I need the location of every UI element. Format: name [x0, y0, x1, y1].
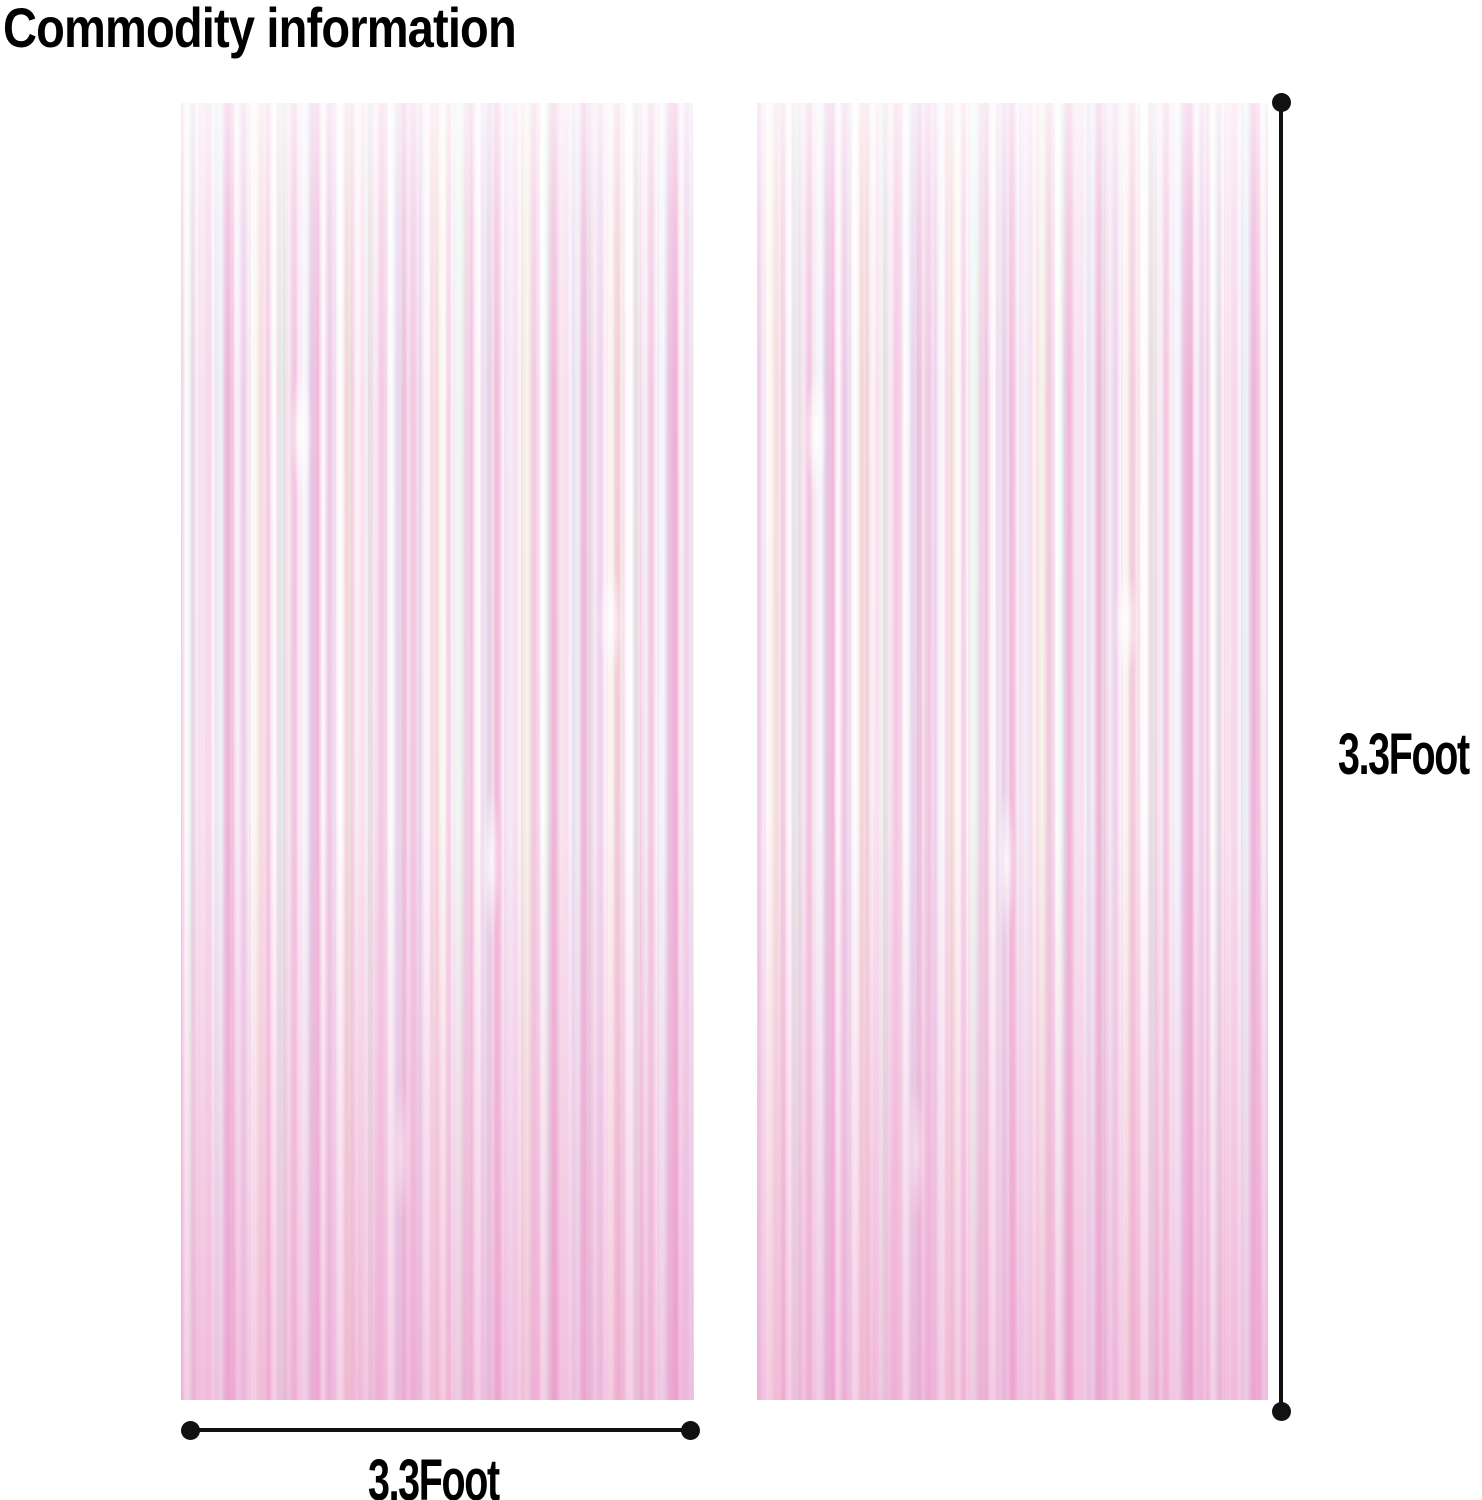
- width-dimension-endpoint-left-dot: [181, 1421, 200, 1440]
- height-dimension-label: 3.3Foot: [1338, 722, 1470, 787]
- width-dimension-endpoint-right-dot: [681, 1421, 700, 1440]
- width-dimension-line: [190, 1428, 690, 1432]
- width-dimension-label: 3.3Foot: [368, 1448, 500, 1500]
- fringe-curtain-photo-right: [757, 103, 1268, 1400]
- height-dimension-line: [1279, 102, 1283, 1411]
- fringe-curtain-photo-left: [181, 103, 694, 1400]
- height-dimension-endpoint-top-dot: [1272, 93, 1291, 112]
- height-dimension-endpoint-bottom-dot: [1272, 1402, 1291, 1421]
- page-title: Commodity information: [3, 0, 517, 59]
